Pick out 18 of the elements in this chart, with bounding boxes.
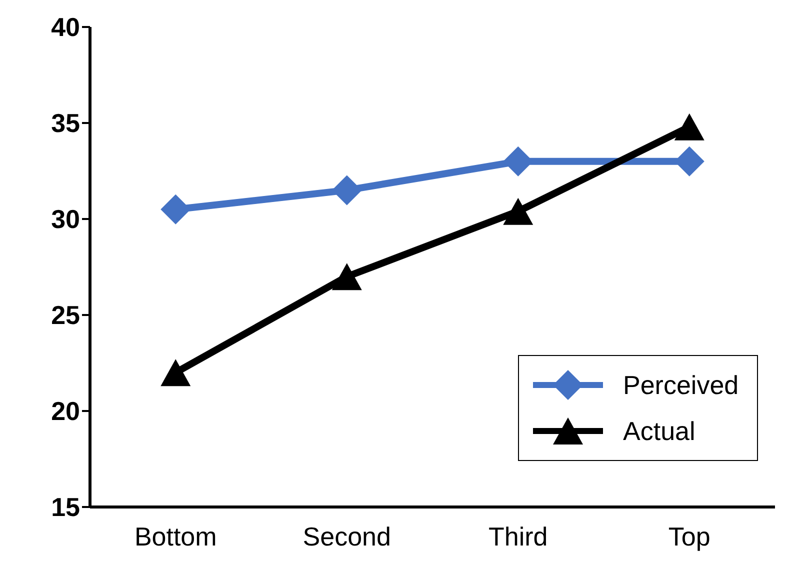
y-tick-label: 15 [51,492,80,522]
point [160,194,191,224]
point [503,198,534,225]
legend-label: Actual [623,416,696,446]
x-tick-label: Third [488,521,548,552]
point [332,175,362,206]
y-tick-label: 35 [51,108,80,138]
point [332,263,362,290]
x-tick-label: Second [302,521,391,552]
y-tick-label: 25 [51,300,80,330]
y-tick-label: 30 [51,204,80,234]
legend-label: Perceived [623,370,739,400]
x-tick-label: Top [668,521,710,552]
y-tick-label: 20 [51,396,80,426]
x-tick-label: Bottom [134,521,217,552]
point [674,113,704,140]
y-tick-label: 40 [51,12,80,42]
point [160,359,191,386]
